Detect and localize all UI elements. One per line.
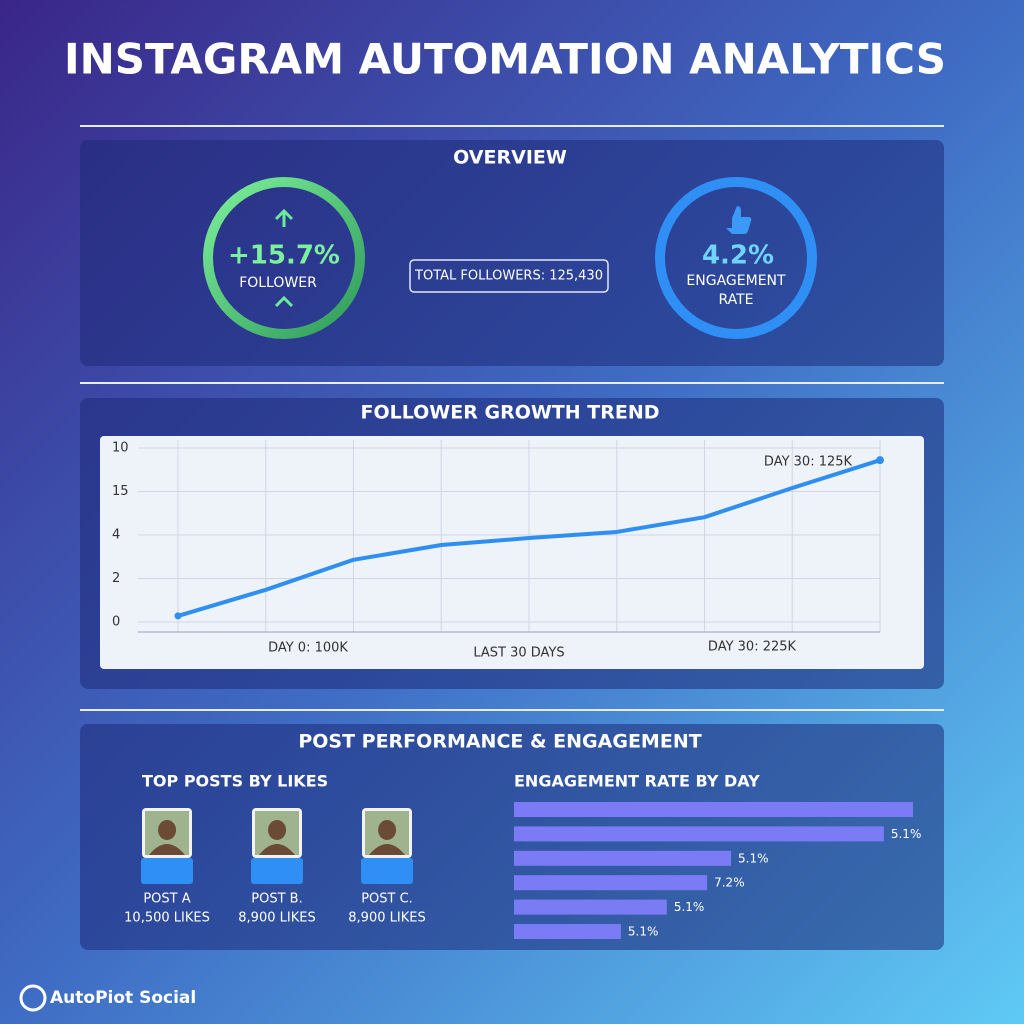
- engagement-ring: [655, 177, 817, 339]
- section-heading: OVERVIEW: [453, 147, 567, 169]
- bar-label: 5.1%: [738, 851, 769, 865]
- y-tick-label: 4: [112, 528, 120, 543]
- bar-label: 7.2%: [714, 876, 745, 890]
- growth-label: FOLLOWER: [239, 275, 317, 291]
- growth-value: +15.7%: [228, 241, 340, 271]
- y-tick-label: 2: [112, 571, 120, 586]
- bar: [514, 802, 913, 817]
- chevron: [274, 295, 294, 308]
- y-tick-label: 10: [112, 441, 129, 456]
- y-tick-label: 0: [112, 615, 120, 630]
- thumb-icon: [726, 206, 752, 234]
- bar: [514, 899, 667, 915]
- post-bar: [251, 858, 303, 884]
- post-name: POST B.: [251, 892, 302, 907]
- bar-label: 5.1%: [891, 827, 922, 841]
- trend-line: [177, 458, 881, 618]
- bar: [514, 826, 884, 842]
- annotation: LAST 30 DAYS: [473, 646, 564, 661]
- chart-title: FOLLOWER GROWTH TREND: [360, 402, 659, 424]
- post-name: POST C.: [361, 892, 413, 907]
- engagement-value: 4.2%: [702, 241, 774, 271]
- sub-heading: TOP POSTS BY LIKES: [142, 772, 328, 791]
- overview-panel: [80, 140, 944, 366]
- chart-title: ENGAGEMENT RATE BY DAY: [514, 772, 760, 791]
- avatar: [259, 820, 295, 855]
- avatar: [149, 820, 185, 855]
- logo: [19, 984, 47, 1012]
- post-likes: 8,900 LIKES: [348, 911, 425, 926]
- footer-brand: AutoPiot Social: [50, 988, 196, 1008]
- post-bar: [141, 858, 193, 884]
- avatar: [369, 820, 405, 855]
- total-followers: TOTAL FOLLOWERS: 125,430: [414, 269, 603, 284]
- start-point: [174, 612, 182, 620]
- post-bar: [361, 858, 413, 884]
- annotation: DAY 30: 225K: [708, 640, 797, 655]
- engagement-label: ENGAGEMENT RATE: [686, 273, 786, 308]
- page-title: INSTAGRAM AUTOMATION ANALYTICS: [64, 35, 946, 84]
- post-likes: 10,500 LIKES: [124, 911, 210, 926]
- end-point: [876, 456, 884, 465]
- total-box: [409, 259, 609, 293]
- post-name: POST A: [143, 892, 190, 907]
- bar-label: 5.1%: [628, 925, 659, 939]
- section-heading: POST PERFORMANCE & ENGAGEMENT: [298, 731, 701, 753]
- post-likes: 8,900 LIKES: [238, 911, 315, 926]
- engagement-label-box: ENGAGEMENT RATE: [686, 273, 786, 308]
- bar-label: 5.1%: [674, 900, 705, 914]
- growth-ring: [203, 177, 365, 339]
- bar: [514, 875, 708, 891]
- bar: [514, 850, 732, 866]
- y-tick-label: 15: [112, 484, 129, 499]
- annotation: DAY 0: 100K: [268, 641, 348, 656]
- plot-area: [100, 436, 924, 669]
- up-arrow: [274, 208, 294, 227]
- bar: [514, 924, 621, 939]
- posts-panel: [80, 724, 944, 950]
- annotation: DAY 30: 125K: [764, 455, 853, 470]
